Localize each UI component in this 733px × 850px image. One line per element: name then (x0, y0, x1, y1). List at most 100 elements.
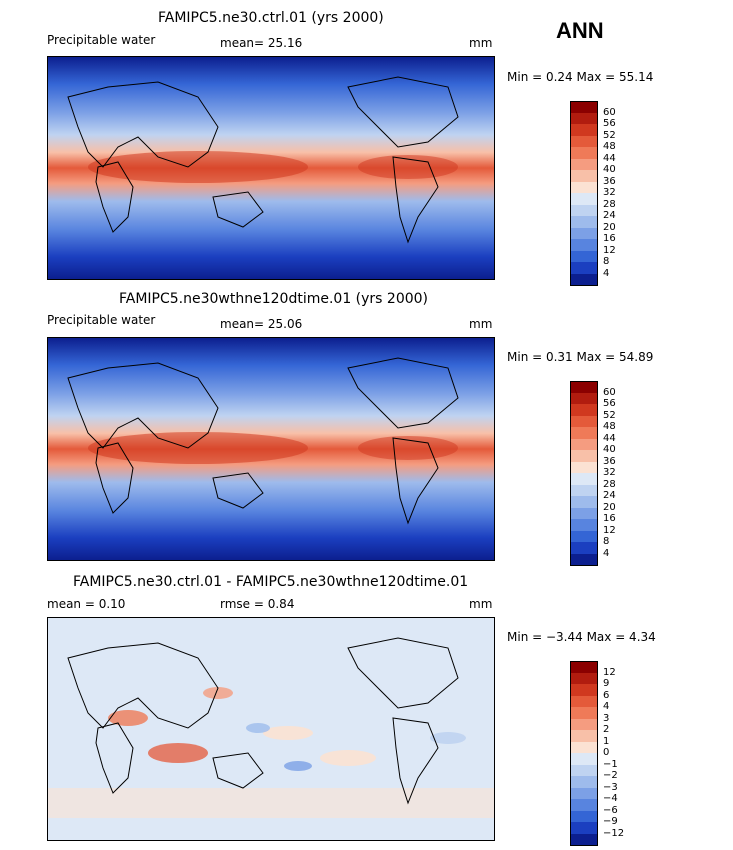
colorbar-label: 44 (603, 432, 616, 444)
colorbar-swatch (570, 822, 598, 834)
panel2-units: mm (469, 317, 493, 331)
colorbar-swatch (570, 181, 598, 193)
colorbar-label: 40 (603, 164, 616, 175)
colorbar-swatch (570, 718, 598, 730)
colorbar-swatch (570, 112, 598, 124)
colorbar-swatch (570, 787, 598, 799)
panel3-mean: mean = 0.10 (47, 597, 126, 611)
colorbar-label: 0 (603, 747, 610, 758)
colorbar-swatch (570, 799, 598, 811)
colorbar-label: 20 (603, 501, 616, 513)
colorbar-label: 4 (603, 701, 610, 712)
panel1-title: FAMIPC5.ne30.ctrl.01 (yrs 2000) (158, 10, 384, 26)
panel3-map (47, 617, 495, 841)
colorbar-swatch (570, 204, 598, 216)
colorbar-swatch (570, 542, 598, 554)
colorbar-swatch (570, 776, 598, 788)
panel1-minmax: Min = 0.24 Max = 55.14 (507, 70, 654, 84)
colorbar-label: 28 (603, 198, 616, 210)
colorbar-label: 8 (603, 256, 610, 267)
panel2-amazon (358, 436, 458, 460)
colorbar-swatch (570, 273, 598, 286)
colorbar-swatch (570, 392, 598, 404)
panel3-title: FAMIPC5.ne30.ctrl.01 - FAMIPC5.ne30wthne… (73, 574, 469, 590)
colorbar-swatch (570, 239, 598, 251)
colorbar-label: 52 (603, 409, 616, 421)
colorbar-label: 4 (603, 547, 610, 559)
colorbar-label: 60 (603, 386, 616, 398)
colorbar-swatch (570, 672, 598, 684)
panel2-title: FAMIPC5.ne30wthne120dtime.01 (yrs 2000) (119, 291, 429, 307)
colorbar-label: 20 (603, 221, 616, 233)
panel2-map (47, 337, 495, 561)
colorbar-swatch (570, 461, 598, 473)
panel3-anomalies (48, 687, 494, 818)
colorbar-swatch (570, 764, 598, 776)
colorbar-label: −3 (603, 781, 618, 793)
colorbar-label: 28 (603, 478, 616, 490)
colorbar-label: 36 (603, 455, 616, 467)
colorbar-label: 16 (603, 513, 616, 524)
colorbar-label: 32 (603, 467, 616, 478)
colorbar-swatch (570, 381, 598, 394)
panel1-mean: mean= 25.16 (220, 36, 303, 50)
colorbar-swatch (570, 450, 598, 462)
colorbar-swatch (570, 227, 598, 239)
colorbar-swatch (570, 833, 598, 846)
panel1-map (47, 56, 495, 280)
panel1-units: mm (469, 36, 493, 50)
colorbar-label: 32 (603, 187, 616, 198)
colorbar-label: −2 (603, 770, 618, 781)
panel1-warm-pool (88, 151, 308, 183)
colorbar-swatch (570, 707, 598, 719)
colorbar-swatch (570, 553, 598, 566)
colorbar-swatch (570, 484, 598, 496)
panel1-variable: Precipitable water (47, 33, 156, 47)
colorbar-label: 6 (603, 689, 610, 701)
colorbar-swatch (570, 438, 598, 450)
panel1-coastlines (67, 76, 459, 244)
colorbar-label: 2 (603, 724, 610, 735)
colorbar-label: 4 (603, 267, 610, 279)
panel2-mean: mean= 25.06 (220, 317, 303, 331)
colorbar-label: −4 (603, 793, 618, 804)
colorbar-swatch (570, 730, 598, 742)
colorbar-label: 44 (603, 152, 616, 164)
colorbar-label: 40 (603, 444, 616, 455)
panel2-warm-pool (88, 432, 308, 464)
colorbar-swatch (570, 496, 598, 508)
colorbar-swatch (570, 519, 598, 531)
colorbar-swatch (570, 810, 598, 822)
colorbar-label: 12 (603, 666, 616, 678)
colorbar-label: 56 (603, 398, 616, 409)
colorbar-label: 8 (603, 536, 610, 547)
colorbar-label: 52 (603, 129, 616, 141)
colorbar-label: 60 (603, 106, 616, 118)
panel2-minmax: Min = 0.31 Max = 54.89 (507, 350, 654, 364)
colorbar-label: −9 (603, 816, 618, 827)
colorbar-label: −1 (603, 758, 618, 770)
colorbar-label: 24 (603, 490, 616, 501)
colorbar-label: 48 (603, 141, 616, 152)
colorbar-label: 56 (603, 118, 616, 129)
panel3-units: mm (469, 597, 493, 611)
colorbar-label: 9 (603, 678, 610, 689)
colorbar-swatch (570, 404, 598, 416)
panel3-coastlines (67, 637, 459, 805)
colorbar-swatch (570, 135, 598, 147)
colorbar-swatch (570, 250, 598, 262)
colorbar-swatch (570, 695, 598, 707)
colorbar-label: 1 (603, 735, 610, 747)
colorbar-swatch (570, 753, 598, 765)
colorbar-swatch (570, 158, 598, 170)
panel2-variable: Precipitable water (47, 313, 156, 327)
colorbar-label: 12 (603, 244, 616, 256)
season-label: ANN (556, 18, 604, 43)
colorbar-swatch (570, 124, 598, 136)
colorbar-swatch (570, 147, 598, 159)
colorbar-swatch (570, 741, 598, 753)
panel1-amazon (358, 155, 458, 179)
colorbar-swatch (570, 415, 598, 427)
colorbar-label: 3 (603, 712, 610, 724)
panel3-minmax: Min = −3.44 Max = 4.34 (507, 630, 656, 644)
